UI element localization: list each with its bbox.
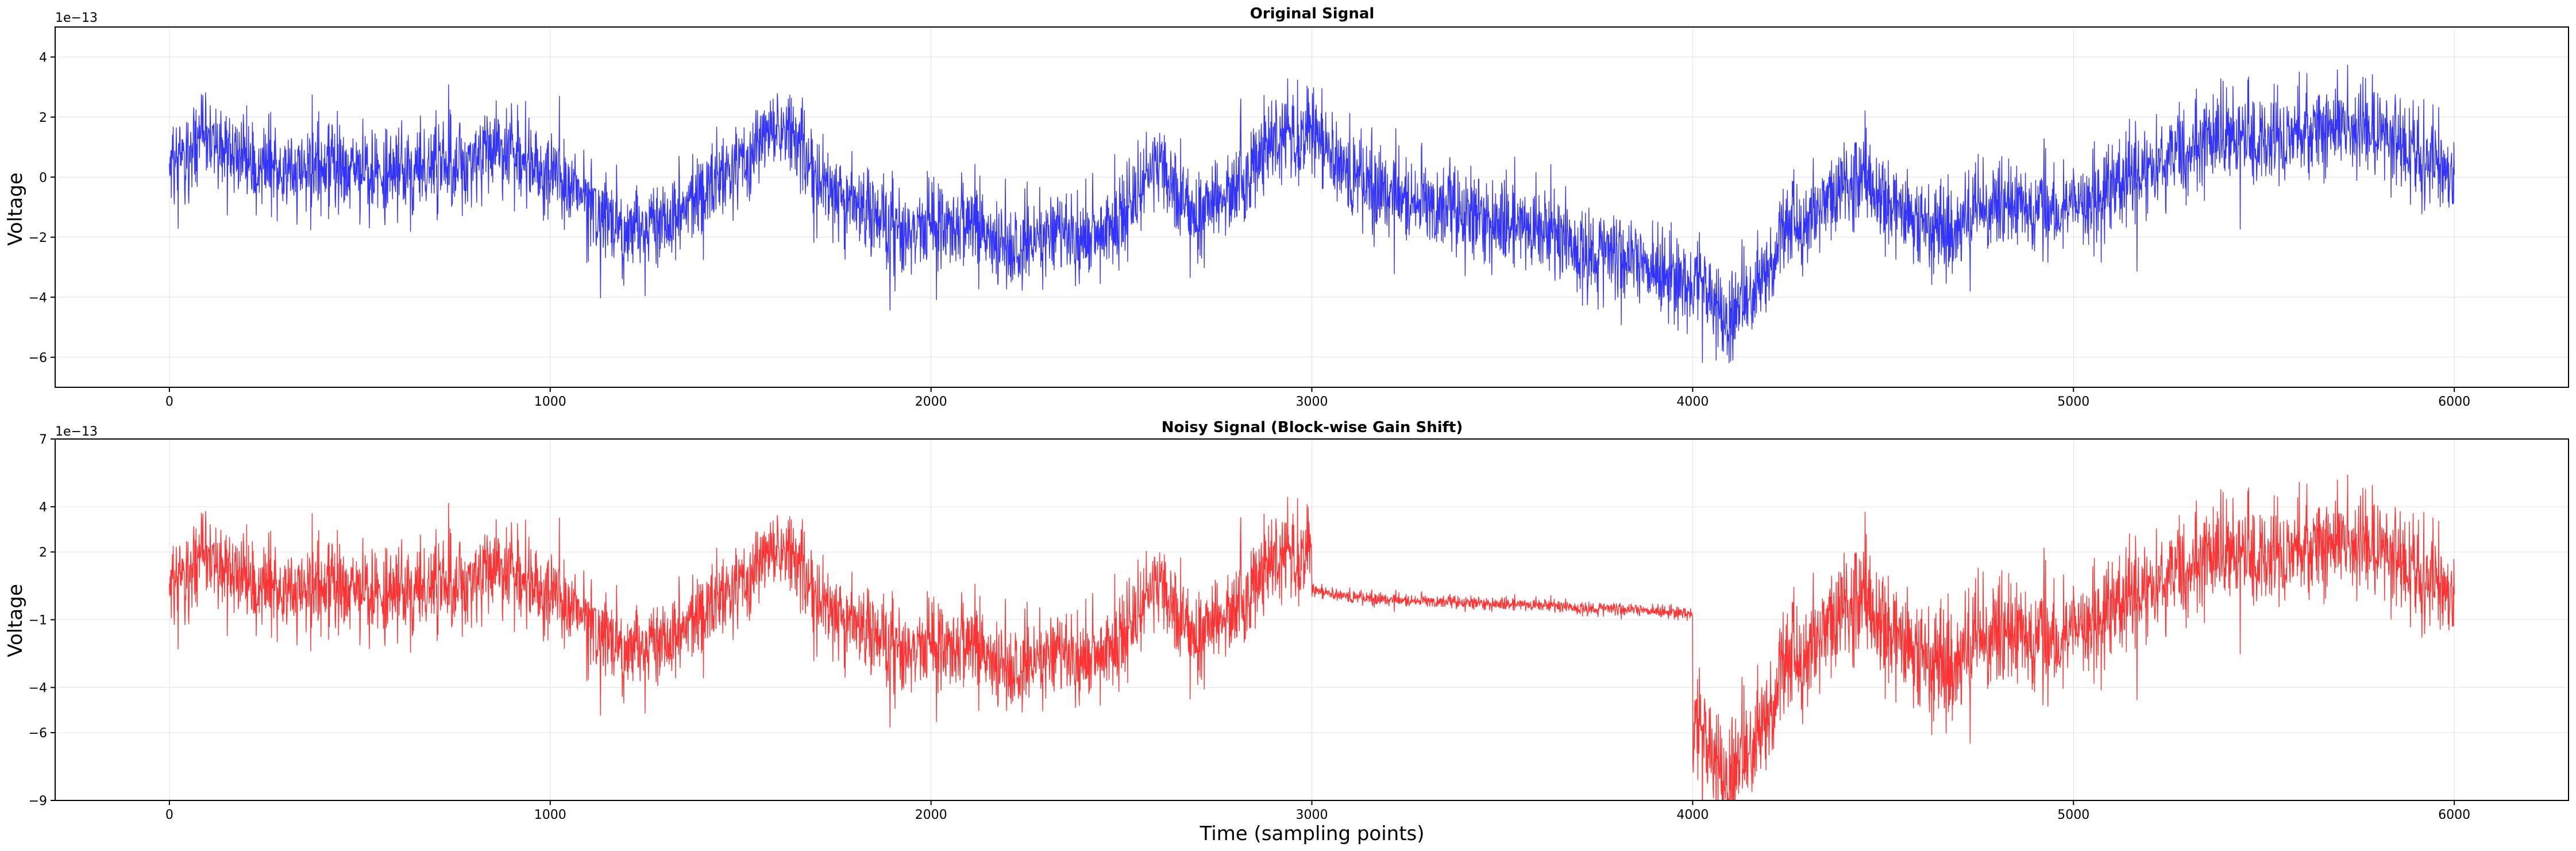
y-tick-label: 4 bbox=[39, 500, 47, 515]
noisy-signal-ticks: 0 1000 2000 3000 4000 5000 6000 −9 −6 −4 −1 2 4 7 bbox=[29, 433, 2471, 822]
y-tick-label: −6 bbox=[29, 726, 47, 741]
original-signal-panel: Original Signal 1e−13 Voltage 0 1000 2000 3… bbox=[4, 5, 2569, 409]
y-tick-label: −4 bbox=[29, 291, 47, 305]
x-tick-label: 2000 bbox=[915, 395, 947, 409]
x-tick-label: 3000 bbox=[1296, 395, 1328, 409]
y-tick-label: 0 bbox=[39, 171, 47, 185]
y-tick-label: 7 bbox=[39, 433, 47, 447]
x-tick-label: 6000 bbox=[2438, 395, 2470, 409]
x-tick-label: 5000 bbox=[2057, 395, 2089, 409]
original-signal-line bbox=[169, 64, 2455, 364]
original-signal-axes-frame bbox=[55, 26, 2569, 388]
x-tick-label: 5000 bbox=[2057, 808, 2089, 822]
x-tick-label: 4000 bbox=[1676, 808, 1709, 822]
noisy-signal-series bbox=[169, 474, 2455, 800]
y-tick-label: 2 bbox=[39, 111, 47, 125]
noisy-signal-axes-frame bbox=[55, 438, 2569, 801]
y-tick-label: −1 bbox=[29, 614, 47, 628]
original-signal-y-offset: 1e−13 bbox=[55, 11, 98, 25]
x-tick-label: 0 bbox=[165, 395, 173, 409]
original-signal-ylabel: Voltage bbox=[4, 172, 27, 246]
y-tick-label: 2 bbox=[39, 546, 47, 560]
noisy-signal-ylabel: Voltage bbox=[4, 584, 27, 657]
x-tick-label: 2000 bbox=[915, 808, 947, 822]
x-tick-label: 4000 bbox=[1676, 395, 1709, 409]
noisy-signal-panel: Noisy Signal (Block-wise Gain Shift) 1e−… bbox=[4, 419, 2569, 845]
noisy-signal-xlabel: Time (sampling points) bbox=[1199, 822, 1424, 845]
noisy-signal-grid bbox=[55, 438, 2569, 801]
y-tick-label: −2 bbox=[29, 231, 47, 245]
original-signal-grid bbox=[55, 27, 2569, 387]
noisy-signal-title: Noisy Signal (Block-wise Gain Shift) bbox=[1162, 419, 1463, 436]
x-tick-label: 1000 bbox=[534, 395, 566, 409]
x-tick-label: 0 bbox=[165, 808, 173, 822]
original-signal-title: Original Signal bbox=[1250, 5, 1375, 22]
noisy-signal-y-offset: 1e−13 bbox=[55, 425, 98, 439]
noisy-signal-line bbox=[169, 474, 2455, 800]
y-tick-label: −4 bbox=[29, 681, 47, 695]
y-tick-label: −9 bbox=[29, 794, 47, 808]
original-signal-series bbox=[169, 64, 2455, 364]
y-tick-label: 4 bbox=[39, 51, 47, 65]
x-tick-label: 6000 bbox=[2438, 808, 2470, 822]
original-signal-ticks: 0 1000 2000 3000 4000 5000 6000 −6 −4 −2 0 2 4 bbox=[29, 51, 2471, 409]
x-tick-label: 1000 bbox=[534, 808, 566, 822]
y-tick-label: −6 bbox=[29, 351, 47, 365]
x-tick-label: 3000 bbox=[1296, 808, 1328, 822]
